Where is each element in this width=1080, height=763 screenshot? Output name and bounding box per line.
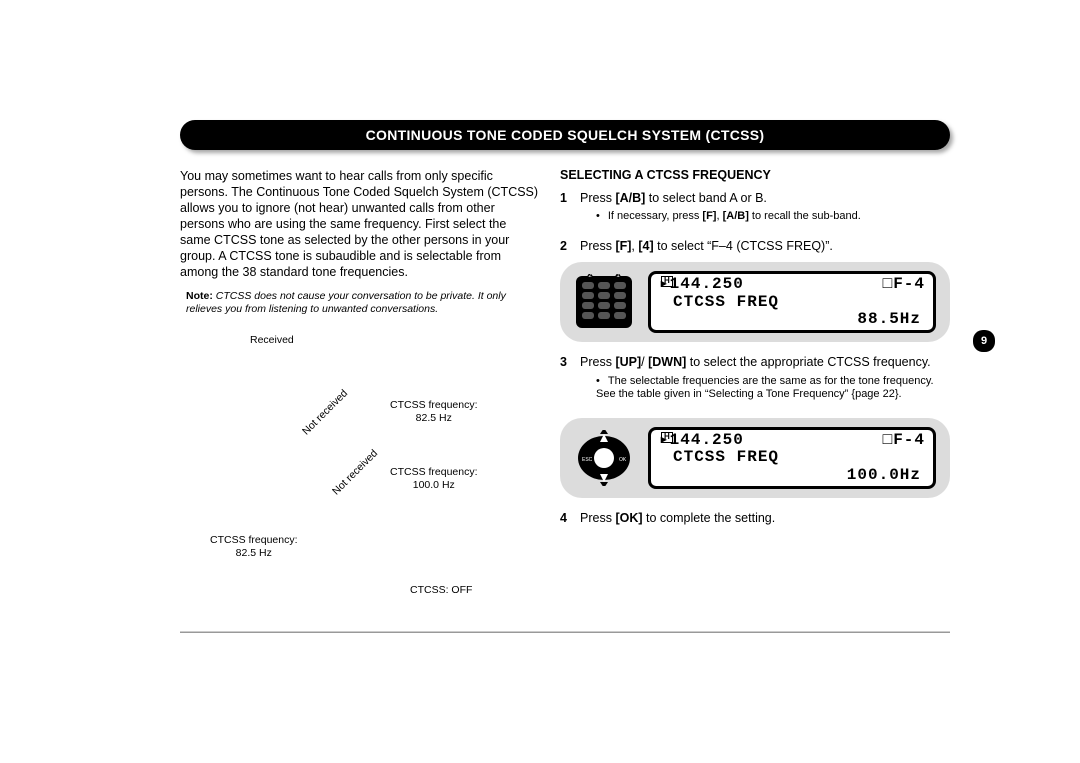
step-body: Press [F], [4] to select “F–4 (CTCSS FRE… (580, 238, 833, 254)
ctcss-diagram: Received Not received Not received CTCSS… (180, 334, 540, 604)
step-number: 3 (560, 354, 572, 410)
lcd-line: CTCSS FREQ (659, 294, 925, 311)
note-text: CTCSS does not cause your conversation t… (186, 290, 506, 315)
step-body: Press [A/B] to select band A or B. If ne… (580, 190, 861, 232)
step-3: 3 Press [UP]/ [DWN] to select the approp… (560, 354, 950, 410)
section-tab: 9 (973, 330, 995, 352)
step-number: 1 (560, 190, 572, 232)
page-title: CONTINUOUS TONE CODED SQUELCH SYSTEM (CT… (180, 120, 950, 150)
lcd-line: CTCSS FREQ (659, 449, 925, 466)
step-body: Press [UP]/ [DWN] to select the appropri… (580, 354, 950, 410)
subheading: SELECTING A CTCSS FREQUENCY (560, 168, 950, 182)
key-4: [4] (638, 239, 653, 253)
key-f: [F] (702, 210, 716, 222)
lcd-screen-2: H ▸144.250□F-4 CTCSS FREQ 100.0Hz (648, 427, 936, 489)
lcd-indicator: H (661, 432, 673, 443)
key-ab-2: [A/B] (723, 210, 749, 222)
left-column: You may sometimes want to hear calls fro… (180, 168, 540, 604)
diagram-label-not-received-2: Not received (330, 448, 381, 499)
diagram-ctcss-off: CTCSS: OFF (410, 584, 472, 597)
step-list-cont: 3 Press [UP]/ [DWN] to select the approp… (560, 354, 950, 410)
diagram-label-not-received-1: Not received (300, 388, 351, 439)
lcd-screen-1: H ▸144.250□F-4 CTCSS FREQ 88.5Hz (648, 271, 936, 333)
step-list-end: 4 Press [OK] to complete the setting. (560, 510, 950, 526)
step-2: 2 Press [F], [4] to select “F–4 (CTCSS F… (560, 238, 950, 254)
bullet: The selectable frequencies are the same … (596, 375, 950, 403)
step-1-bullets: If necessary, press [F], [A/B] to recall… (580, 210, 861, 224)
two-column-layout: You may sometimes want to hear calls fro… (180, 168, 950, 604)
diagram-label-received: Received (250, 334, 294, 347)
step-number: 2 (560, 238, 572, 254)
step-3-bullets: The selectable frequencies are the same … (580, 375, 950, 403)
step-list: 1 Press [A/B] to select band A or B. If … (560, 190, 950, 254)
keypad-icon: 2 1 (574, 274, 634, 330)
lcd-line: ▸144.250□F-4 (659, 276, 925, 293)
key-dwn: [DWN] (648, 355, 686, 369)
step-body: Press [OK] to complete the setting. (580, 510, 775, 526)
lcd-panel-2: ESC OK H ▸144.250□F-4 CTCSS FREQ 100.0Hz (560, 418, 950, 498)
key-up: [UP] (615, 355, 641, 369)
page-rule (180, 632, 950, 633)
lcd-line: 100.0Hz (659, 467, 925, 484)
svg-text:ESC: ESC (582, 457, 593, 463)
key-f: [F] (615, 239, 631, 253)
diagram-freq-2: CTCSS frequency: 100.0 Hz (390, 466, 478, 491)
note-label: Note: (186, 290, 213, 302)
step-4: 4 Press [OK] to complete the setting. (560, 510, 950, 526)
step-number: 4 (560, 510, 572, 526)
right-column: SELECTING A CTCSS FREQUENCY 1 Press [A/B… (560, 168, 950, 604)
navpad-icon: ESC OK (574, 430, 634, 486)
diagram-freq-3: CTCSS frequency: 82.5 Hz (210, 534, 298, 559)
lcd-panel-1: 2 1 H ▸144.250□F-4 CTCSS FREQ 88.5Hz (560, 262, 950, 342)
diagram-freq-1: CTCSS frequency: 82.5 Hz (390, 399, 478, 424)
note-block: Note: CTCSS does not cause your conversa… (180, 290, 540, 316)
manual-page: CONTINUOUS TONE CODED SQUELCH SYSTEM (CT… (180, 120, 950, 633)
key-ab: [A/B] (615, 191, 645, 205)
key-ok: [OK] (615, 511, 642, 525)
lcd-indicator: H (661, 276, 673, 287)
lcd-line: 88.5Hz (659, 311, 925, 328)
intro-paragraph: You may sometimes want to hear calls fro… (180, 168, 540, 280)
svg-text:OK: OK (619, 457, 627, 463)
bullet: If necessary, press [F], [A/B] to recall… (596, 210, 861, 224)
step-1: 1 Press [A/B] to select band A or B. If … (560, 190, 950, 232)
lcd-line: ▸144.250□F-4 (659, 432, 925, 449)
